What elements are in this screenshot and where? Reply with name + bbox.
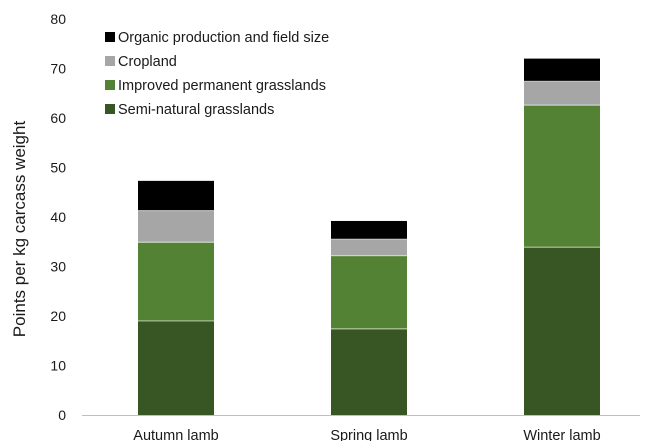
legend-swatch	[105, 80, 115, 90]
legend: Organic production and field size Croplan…	[105, 30, 329, 118]
bars	[138, 58, 600, 415]
x-category-label: Spring lamb	[330, 428, 407, 441]
y-tick-label: 20	[50, 308, 66, 324]
legend-swatch	[105, 104, 115, 114]
bar-segment-semi-natural-grasslands-autumn-lamb	[138, 320, 214, 415]
legend-label: Improved permanent grasslands	[118, 78, 326, 94]
legend-swatch	[105, 32, 115, 42]
bar-segment-improved-permanent-grasslands-spring-lamb	[331, 255, 407, 329]
y-tick-label: 40	[50, 209, 66, 225]
bar-segment-organic-production-and-field-size-autumn-lamb	[138, 180, 214, 211]
legend-label: Semi-natural grasslands	[118, 102, 274, 118]
x-category-label: Winter lamb	[523, 428, 600, 441]
legend-label: Organic production and field size	[118, 30, 329, 46]
bar-segment-improved-permanent-grasslands-winter-lamb	[524, 105, 600, 248]
x-axis-category-labels: Autumn lamb Spring lamb Winter lamb	[133, 428, 600, 441]
y-tick-label: 30	[50, 259, 66, 275]
y-tick-label: 60	[50, 110, 66, 126]
bar-segment-cropland-spring-lamb	[331, 239, 407, 256]
bar-segment-organic-production-and-field-size-spring-lamb	[331, 220, 407, 240]
y-tick-label: 0	[58, 407, 66, 423]
x-category-label: Autumn lamb	[133, 428, 218, 441]
y-tick-label: 80	[50, 11, 66, 27]
bar-segment-semi-natural-grasslands-spring-lamb	[331, 328, 407, 415]
legend-swatch	[105, 56, 115, 66]
bar-segment-cropland-autumn-lamb	[138, 210, 214, 243]
legend-label: Cropland	[118, 54, 177, 70]
bar-segment-improved-permanent-grasslands-autumn-lamb	[138, 242, 214, 321]
y-tick-label: 10	[50, 358, 66, 374]
y-tick-label: 50	[50, 160, 66, 176]
y-tick-label: 70	[50, 61, 66, 77]
bar-segment-organic-production-and-field-size-winter-lamb	[524, 58, 600, 82]
y-axis-ticks: 0 10 20 30 40 50 60 70 80	[50, 11, 66, 423]
bar-segment-semi-natural-grasslands-winter-lamb	[524, 247, 600, 415]
bar-segment-cropland-winter-lamb	[524, 81, 600, 106]
y-axis-title: Points per kg carcass weight	[10, 121, 29, 338]
